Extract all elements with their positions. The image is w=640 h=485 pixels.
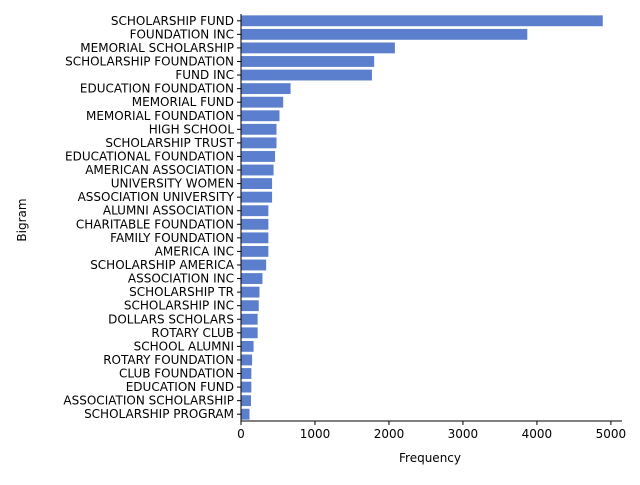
y-tick-label: SCHOLARSHIP FOUNDATION — [65, 54, 234, 68]
y-tick-label: SCHOLARSHIP AMERICA — [90, 258, 235, 272]
bar — [241, 69, 372, 81]
x-tick-label: 2000 — [374, 427, 405, 441]
y-tick-label: MEMORIAL SCHOLARSHIP — [80, 41, 234, 55]
y-tick-label: EDUCATION FUND — [126, 380, 234, 394]
y-tick-label: SCHOOL ALUMNI — [134, 339, 234, 353]
y-tick-label: ASSOCIATION UNIVERSITY — [78, 190, 235, 204]
bar — [241, 205, 269, 217]
bar — [241, 232, 269, 244]
y-tick-label: SCHOLARSHIP INC — [124, 299, 234, 313]
bar — [241, 273, 263, 284]
bar — [241, 42, 395, 54]
y-tick-label: SCHOLARSHIP TR — [129, 285, 234, 299]
y-tick-label: CHARITABLE FOUNDATION — [76, 217, 234, 231]
y-tick-label: DOLLARS SCHOLARS — [108, 312, 234, 326]
x-tick-label: 1000 — [300, 427, 331, 441]
bar — [241, 96, 284, 108]
x-ticks: 0 1000 2000 3000 4000 5000 — [237, 421, 626, 441]
y-tick-label: EDUCATION FOUNDATION — [80, 82, 234, 96]
x-axis-title: Frequency — [399, 451, 461, 465]
bar — [241, 286, 260, 298]
bar — [241, 408, 250, 420]
y-tick-label: ALUMNI ASSOCIATION — [103, 204, 234, 218]
bar — [241, 245, 269, 257]
y-axis-title: Bigram — [15, 198, 29, 241]
bar — [241, 123, 277, 135]
bar — [241, 110, 280, 122]
y-tick-label: AMERICA INC — [155, 244, 234, 258]
bar — [241, 300, 259, 312]
bar — [241, 83, 291, 95]
y-tick-label: ASSOCIATION INC — [128, 272, 234, 286]
y-tick-label: SCHOLARSHIP FUND — [111, 14, 234, 28]
bar — [241, 56, 375, 67]
y-tick-label: FOUNDATION INC — [130, 27, 234, 41]
y-tick-label: EDUCATIONAL FOUNDATION — [65, 149, 234, 163]
bar — [241, 381, 252, 393]
x-tick-label: 4000 — [522, 427, 553, 441]
y-tick-label: ROTARY CLUB — [151, 326, 234, 340]
bar — [241, 218, 269, 230]
bar — [241, 340, 254, 352]
bar — [241, 191, 273, 203]
y-tick-label: SCHOLARSHIP TRUST — [105, 136, 234, 150]
y-tick-label: FAMILY FOUNDATION — [110, 231, 234, 245]
bar — [241, 327, 258, 339]
y-tick-label: MEMORIAL FUND — [132, 95, 234, 109]
bar — [241, 164, 274, 176]
bar — [241, 259, 267, 271]
bar — [241, 395, 251, 407]
bar — [241, 178, 273, 190]
y-tick-label: UNIVERSITY WOMEN — [111, 177, 234, 191]
x-tick-label: 0 — [237, 427, 245, 441]
bar — [241, 313, 258, 325]
y-tick-label: SCHOLARSHIP PROGRAM — [84, 407, 234, 421]
x-tick-label: 3000 — [448, 427, 479, 441]
bar — [241, 354, 253, 366]
bars — [241, 15, 603, 420]
y-tick-label: MEMORIAL FOUNDATION — [86, 109, 234, 123]
bar — [241, 15, 603, 27]
y-tick-label: ASSOCIATION SCHOLARSHIP — [63, 394, 234, 408]
bar — [241, 28, 528, 40]
bar — [241, 368, 252, 379]
bar — [241, 151, 276, 162]
y-tick-label: AMERICAN ASSOCIATION — [85, 163, 234, 177]
y-tick-label: HIGH SCHOOL — [149, 122, 235, 136]
y-tick-label: ROTARY FOUNDATION — [103, 353, 234, 367]
bar — [241, 137, 277, 149]
y-tick-label: CLUB FOUNDATION — [119, 367, 234, 381]
x-tick-label: 5000 — [596, 427, 627, 441]
y-tick-label: FUND INC — [175, 68, 234, 82]
